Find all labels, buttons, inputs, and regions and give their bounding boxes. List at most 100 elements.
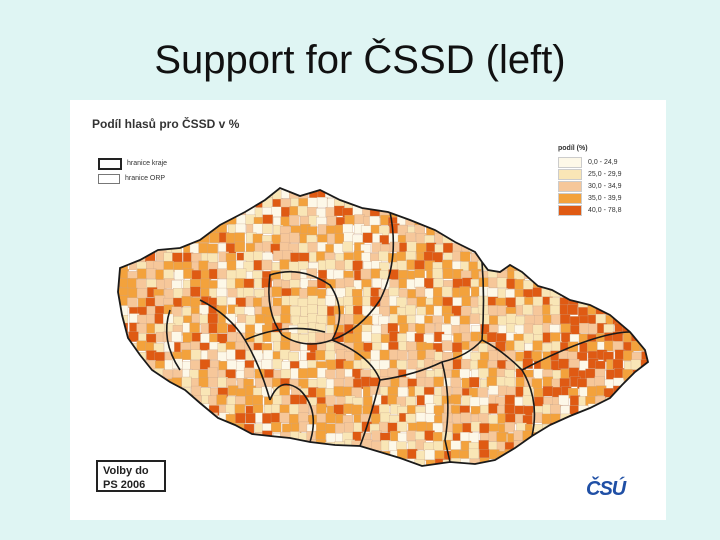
municipality-cell xyxy=(128,403,139,415)
municipality-cell xyxy=(594,216,605,228)
municipality-cell xyxy=(425,349,436,360)
municipality-cell xyxy=(261,359,272,370)
municipality-cell xyxy=(344,351,355,362)
municipality-cell xyxy=(155,197,166,208)
municipality-cell xyxy=(533,268,544,280)
municipality-cell xyxy=(181,188,192,192)
municipality-cell xyxy=(154,215,166,226)
municipality-cell xyxy=(289,414,300,425)
municipality-cell xyxy=(659,197,666,207)
municipality-cell xyxy=(136,424,147,435)
municipality-cell xyxy=(495,243,507,255)
municipality-cell xyxy=(415,286,426,298)
municipality-cell xyxy=(226,260,238,272)
municipality-cell xyxy=(569,468,579,478)
municipality-cell xyxy=(245,196,256,207)
municipality-cell xyxy=(523,188,535,200)
municipality-cell xyxy=(271,422,282,433)
municipality-cell xyxy=(577,440,588,452)
municipality-cell xyxy=(621,288,633,299)
municipality-cell xyxy=(181,296,192,307)
municipality-cell xyxy=(118,403,121,414)
municipality-cell xyxy=(163,269,174,280)
municipality-cell xyxy=(234,232,245,243)
municipality-cell xyxy=(372,278,383,289)
municipality-cell xyxy=(298,368,309,379)
municipality-cell xyxy=(118,306,122,317)
municipality-cell xyxy=(515,206,527,217)
municipality-cell xyxy=(651,422,661,432)
share-legend-label: 25,0 - 29,9 xyxy=(588,170,622,178)
municipality-cell xyxy=(335,423,346,434)
municipality-cell xyxy=(651,341,661,351)
municipality-cell xyxy=(226,188,237,190)
municipality-cell xyxy=(459,188,470,199)
municipality-cell xyxy=(216,394,227,405)
municipality-cell xyxy=(234,278,246,289)
municipality-cell xyxy=(450,394,462,405)
municipality-cell xyxy=(235,322,246,333)
municipality-cell xyxy=(506,223,517,234)
municipality-cell xyxy=(524,268,535,279)
municipality-cell xyxy=(119,395,130,406)
municipality-cell xyxy=(451,197,462,209)
municipality-cell xyxy=(172,224,183,236)
municipality-cell xyxy=(406,241,417,252)
municipality-cell xyxy=(154,188,165,198)
municipality-cell xyxy=(164,215,176,226)
municipality-cell xyxy=(307,286,318,297)
municipality-cell xyxy=(363,449,374,460)
municipality-cell xyxy=(235,223,246,235)
municipality-cell xyxy=(343,333,355,344)
municipality-cell xyxy=(127,297,138,308)
municipality-cell xyxy=(450,377,461,388)
municipality-cell xyxy=(397,350,408,361)
municipality-cell xyxy=(471,189,482,201)
municipality-cell xyxy=(560,449,571,460)
municipality-cell xyxy=(461,233,472,244)
municipality-cell xyxy=(632,379,644,390)
municipality-cell xyxy=(226,459,237,466)
municipality-cell xyxy=(658,352,666,362)
municipality-cell xyxy=(137,268,148,279)
municipality-cell xyxy=(603,241,615,252)
municipality-cell xyxy=(137,223,148,234)
municipality-cell xyxy=(414,385,425,397)
municipality-cell xyxy=(118,377,122,388)
municipality-cell xyxy=(396,251,407,263)
municipality-cell xyxy=(649,350,659,360)
municipality-cell xyxy=(144,387,156,398)
municipality-cell xyxy=(442,242,454,254)
municipality-cell xyxy=(290,458,301,466)
municipality-cell xyxy=(649,359,659,369)
municipality-cell xyxy=(504,422,516,433)
municipality-cell xyxy=(245,457,256,466)
municipality-cell xyxy=(264,469,274,479)
municipality-cell xyxy=(237,450,248,461)
municipality-cell xyxy=(524,225,535,236)
municipality-cell xyxy=(639,269,648,281)
municipality-cell xyxy=(649,414,659,424)
municipality-cell xyxy=(640,190,648,201)
municipality-cell xyxy=(424,323,435,334)
municipality-cell xyxy=(640,243,648,254)
municipality-cell xyxy=(182,208,193,219)
municipality-cell xyxy=(639,458,648,466)
municipality-cell xyxy=(207,349,218,360)
municipality-cell xyxy=(630,323,642,335)
municipality-cell xyxy=(372,468,382,478)
municipality-cell xyxy=(615,441,626,452)
municipality-cell xyxy=(154,449,166,460)
municipality-cell xyxy=(471,223,482,234)
municipality-cell xyxy=(570,324,581,336)
municipality-cell xyxy=(640,260,648,272)
municipality-cell xyxy=(561,269,572,280)
municipality-cell xyxy=(603,388,615,399)
municipality-cell xyxy=(621,449,632,461)
municipality-cell xyxy=(443,196,454,207)
municipality-cell xyxy=(514,448,526,459)
municipality-cell xyxy=(415,188,426,189)
municipality-cell xyxy=(542,386,554,397)
municipality-cell xyxy=(118,413,122,425)
municipality-cell xyxy=(189,430,200,442)
